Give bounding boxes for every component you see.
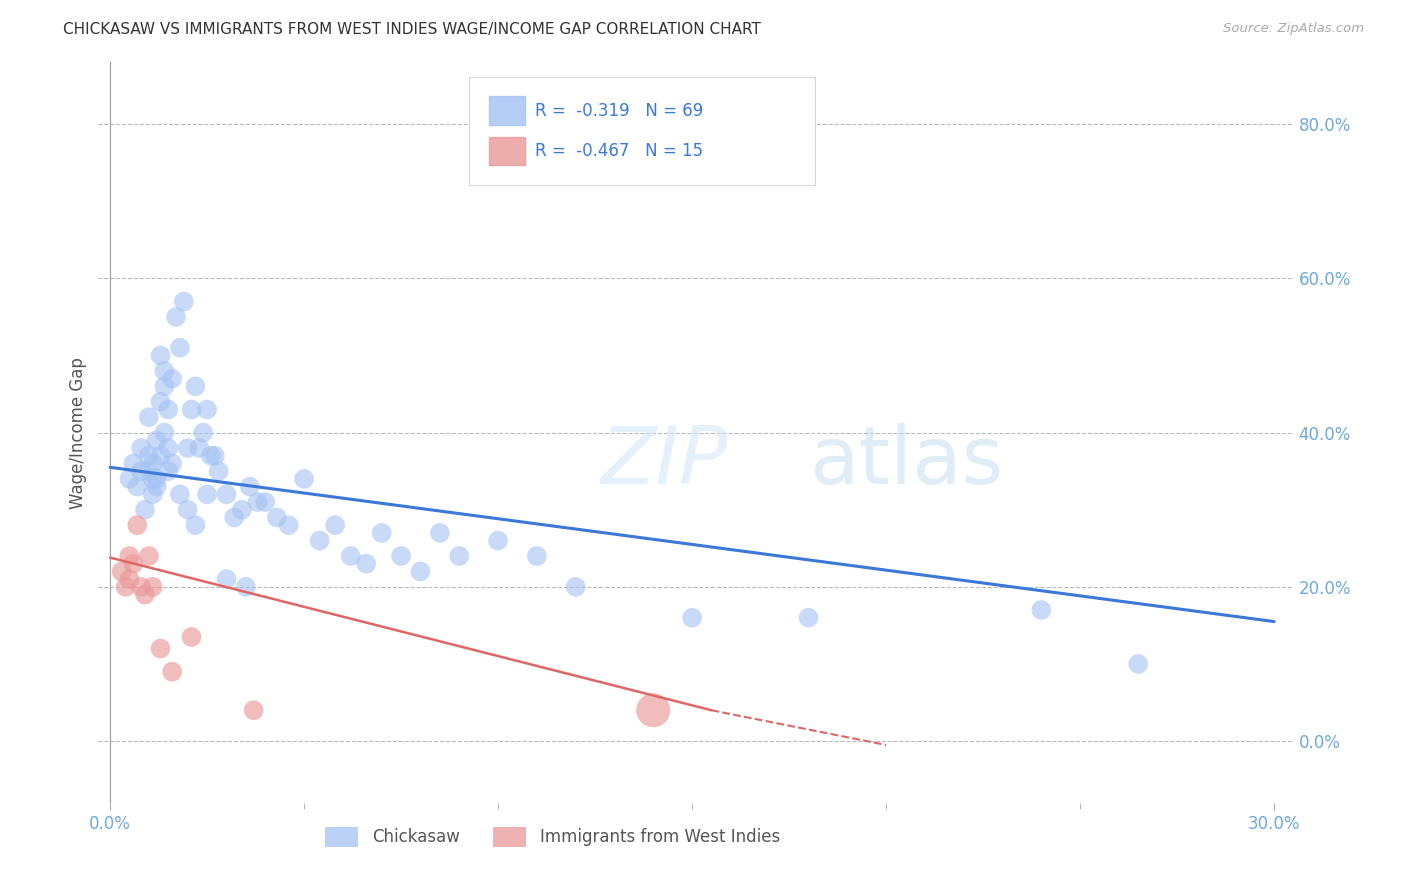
Point [176, 441, 198, 455]
Text: atlas: atlas [810, 423, 1004, 501]
Point [195, 487, 218, 501]
Point [254, 495, 277, 509]
Point [138, 549, 160, 563]
Point [180, 402, 202, 417]
FancyBboxPatch shape [470, 78, 815, 185]
Point [169, 487, 191, 501]
Point [235, 580, 257, 594]
Point [1031, 603, 1053, 617]
Point [157, 402, 180, 417]
Point [160, 457, 183, 471]
Point [564, 580, 586, 594]
Point [176, 502, 198, 516]
Point [188, 441, 211, 455]
Point [180, 630, 202, 644]
Point [215, 487, 238, 501]
Point [370, 525, 392, 540]
Point [246, 495, 269, 509]
Point [114, 580, 136, 594]
Point [239, 480, 262, 494]
Point [142, 457, 165, 471]
Point [797, 610, 820, 624]
Point [111, 565, 134, 579]
Point [277, 518, 299, 533]
Point [526, 549, 548, 563]
Text: R =  -0.319   N = 69: R = -0.319 N = 69 [534, 102, 703, 120]
Text: R =  -0.467   N = 15: R = -0.467 N = 15 [534, 143, 703, 161]
Point [129, 441, 152, 455]
Point [118, 572, 141, 586]
Point [122, 457, 145, 471]
Point [1128, 657, 1150, 671]
Point [149, 449, 172, 463]
Point [122, 557, 145, 571]
Point [184, 518, 207, 533]
Point [142, 487, 165, 501]
Point [354, 557, 377, 571]
Point [149, 394, 172, 409]
Point [308, 533, 330, 548]
Point [153, 425, 176, 440]
Point [138, 410, 160, 425]
Point [134, 588, 156, 602]
Point [160, 665, 183, 679]
Point [145, 434, 167, 448]
Point [429, 525, 451, 540]
Y-axis label: Wage/Income Gap: Wage/Income Gap [69, 357, 87, 508]
Point [200, 449, 222, 463]
Text: CHICKASAW VS IMMIGRANTS FROM WEST INDIES WAGE/INCOME GAP CORRELATION CHART: CHICKASAW VS IMMIGRANTS FROM WEST INDIES… [63, 22, 761, 37]
Point [129, 464, 152, 478]
Text: Source: ZipAtlas.com: Source: ZipAtlas.com [1223, 22, 1364, 36]
Point [145, 480, 167, 494]
Point [323, 518, 346, 533]
Bar [489, 137, 524, 165]
Point [118, 549, 141, 563]
Point [208, 464, 231, 478]
Point [149, 641, 172, 656]
Point [339, 549, 361, 563]
Point [138, 449, 160, 463]
Point [681, 610, 703, 624]
Point [643, 703, 665, 717]
Point [486, 533, 509, 548]
Point [204, 449, 226, 463]
Point [153, 379, 176, 393]
Point [134, 502, 156, 516]
Point [142, 472, 165, 486]
Point [409, 565, 432, 579]
Point [118, 472, 141, 486]
Point [157, 441, 180, 455]
Point [389, 549, 412, 563]
Point [215, 572, 238, 586]
Point [195, 402, 218, 417]
Point [193, 425, 215, 440]
Point [127, 518, 149, 533]
Point [127, 480, 149, 494]
Point [224, 510, 246, 524]
Point [266, 510, 288, 524]
Point [173, 294, 195, 309]
Point [145, 472, 167, 486]
Legend: Chickasaw, Immigrants from West Indies: Chickasaw, Immigrants from West Indies [319, 820, 786, 854]
Point [169, 341, 191, 355]
Point [142, 580, 165, 594]
Point [231, 502, 253, 516]
Point [165, 310, 187, 324]
Text: ZIP: ZIP [600, 423, 728, 501]
Point [184, 379, 207, 393]
Bar [489, 96, 524, 125]
Point [149, 349, 172, 363]
Point [129, 580, 152, 594]
Point [138, 464, 160, 478]
Point [157, 464, 180, 478]
Point [160, 371, 183, 385]
Point [153, 364, 176, 378]
Point [242, 703, 264, 717]
Point [449, 549, 471, 563]
Point [292, 472, 315, 486]
